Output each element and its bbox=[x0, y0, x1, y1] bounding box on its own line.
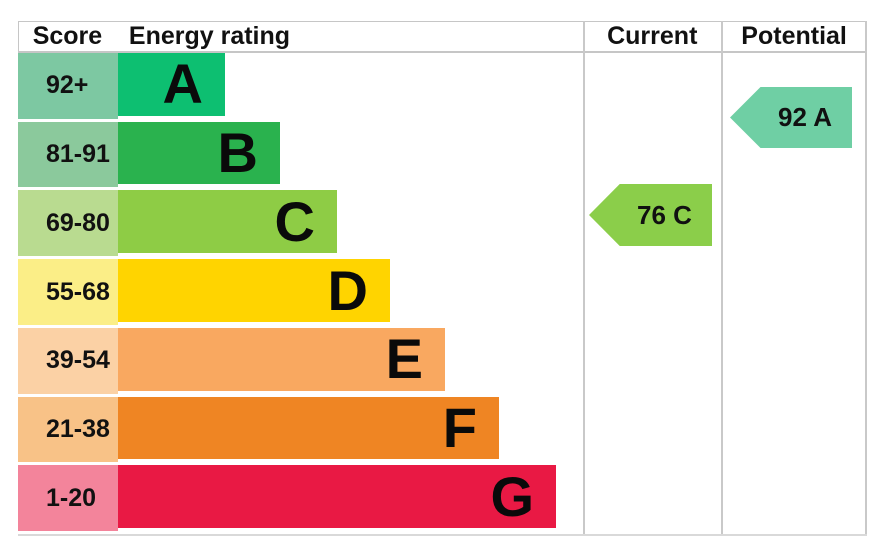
band-b-bar: B bbox=[118, 121, 280, 185]
band-e-bar: E bbox=[118, 327, 445, 391]
band-e-letter: E bbox=[385, 327, 423, 391]
table-right-border bbox=[865, 21, 867, 534]
band-row-d: 55-68 D bbox=[18, 259, 867, 328]
score-column-header: Score bbox=[18, 22, 116, 51]
potential-column-header: Potential bbox=[741, 22, 847, 50]
current-column-header: Current bbox=[607, 22, 698, 50]
potential-column-divider bbox=[721, 21, 723, 534]
band-b-score-range: 81-91 bbox=[18, 121, 118, 188]
epc-table: Score Energy rating Current Potential 92… bbox=[18, 21, 867, 536]
band-c-letter: C bbox=[274, 189, 315, 253]
current-rating-label: 76 C bbox=[637, 199, 692, 230]
band-c-score-range: 69-80 bbox=[18, 190, 118, 257]
band-e-score-range: 39-54 bbox=[18, 327, 118, 394]
band-g-bar: G bbox=[118, 464, 556, 529]
band-row-f: 21-38 F bbox=[18, 395, 867, 466]
band-f-letter: F bbox=[442, 395, 477, 459]
energy-rating-column-header: Energy rating bbox=[128, 22, 291, 50]
band-row-b: 81-91 B bbox=[18, 121, 867, 191]
band-row-a: 92+ A bbox=[18, 53, 867, 122]
band-d-bar: D bbox=[118, 259, 390, 322]
potential-rating-label: 92 A bbox=[778, 102, 832, 132]
band-a-bar: A bbox=[118, 53, 225, 116]
chart-body: 92+ A 81-91 B 69-80 C 55-68 D 39-54 E 21… bbox=[18, 53, 867, 534]
band-a-score-range: 92+ bbox=[18, 53, 118, 119]
band-d-score-range: 55-68 bbox=[18, 259, 118, 325]
band-g-score-range: 1-20 bbox=[18, 465, 118, 532]
band-b-letter: B bbox=[217, 121, 258, 185]
band-row-g: 1-20 G bbox=[18, 465, 867, 534]
band-f-score-range: 21-38 bbox=[18, 396, 118, 463]
band-row-e: 39-54 E bbox=[18, 327, 867, 397]
band-a-letter: A bbox=[162, 52, 203, 116]
current-column-divider bbox=[583, 21, 585, 534]
band-d-letter: D bbox=[327, 258, 368, 322]
band-g-letter: G bbox=[490, 464, 534, 528]
band-c-bar: C bbox=[118, 189, 337, 254]
band-f-bar: F bbox=[118, 395, 499, 460]
header-row: Score Energy rating Current Potential bbox=[18, 21, 867, 53]
band-row-c: 69-80 C bbox=[18, 190, 867, 259]
